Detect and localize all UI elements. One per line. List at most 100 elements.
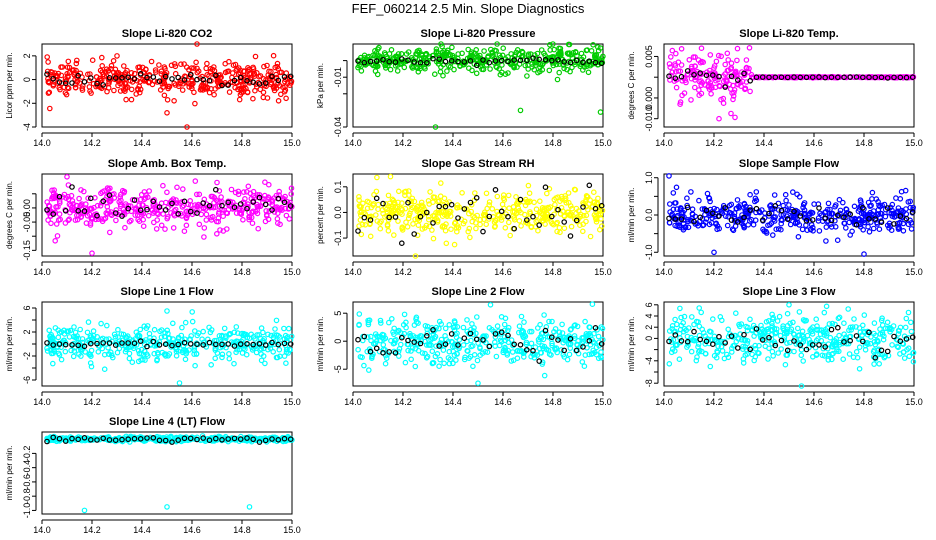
data-point — [732, 332, 739, 339]
data-point — [486, 216, 492, 222]
data-point-black — [225, 82, 232, 88]
data-point — [64, 73, 71, 79]
data-point-black — [859, 338, 866, 345]
data-point — [382, 51, 389, 58]
data-point-black — [517, 196, 524, 203]
data-point-black — [200, 435, 207, 441]
data-point — [473, 330, 479, 337]
data-point — [775, 226, 782, 232]
data-point — [179, 324, 185, 331]
data-point — [79, 85, 85, 92]
data-point-black — [275, 195, 282, 202]
data-point — [698, 90, 705, 97]
data-point — [473, 70, 480, 77]
data-point-black — [219, 436, 225, 443]
data-point — [461, 356, 468, 363]
data-point — [367, 233, 374, 240]
data-point — [680, 225, 686, 231]
x-tick-label: 14.4 — [133, 397, 151, 407]
x-tick-label: 14.6 — [494, 138, 512, 148]
x-tick-label: 14.6 — [183, 525, 201, 535]
data-point — [535, 69, 541, 76]
data-point — [362, 222, 369, 228]
data-point — [87, 222, 94, 228]
data-point — [226, 355, 233, 362]
x-tick-label: 14.8 — [855, 138, 873, 148]
data-point — [773, 326, 780, 332]
data-point-black — [144, 74, 150, 81]
data-point — [425, 198, 432, 204]
data-point — [747, 316, 753, 323]
data-point — [722, 61, 729, 68]
data-point-black — [573, 347, 580, 354]
data-point — [189, 77, 195, 83]
plot-frame — [41, 431, 293, 515]
data-point — [724, 50, 731, 57]
data-point — [724, 222, 731, 229]
data-point — [759, 331, 766, 338]
data-point-black — [256, 340, 263, 347]
data-point — [123, 96, 129, 103]
data-point — [508, 358, 515, 364]
data-point — [276, 346, 283, 353]
data-point — [277, 91, 284, 98]
data-point — [176, 81, 182, 87]
data-point — [823, 224, 830, 230]
data-point — [431, 71, 438, 78]
data-point-black — [486, 343, 493, 350]
data-point — [208, 193, 215, 200]
data-point-black — [100, 82, 107, 88]
data-point — [249, 220, 256, 227]
y-tick-label: 0 — [22, 77, 32, 82]
data-point-black — [44, 340, 50, 346]
data-point — [368, 214, 374, 220]
data-point — [518, 223, 524, 229]
data-point — [594, 199, 601, 206]
data-point-black — [467, 58, 474, 64]
data-point — [527, 328, 533, 335]
data-point-black — [473, 62, 480, 69]
data-point-black — [287, 203, 294, 209]
data-point — [856, 344, 863, 351]
data-point — [800, 204, 806, 211]
data-point-black — [486, 59, 493, 66]
data-point-black — [859, 205, 866, 211]
data-point-black — [791, 74, 797, 80]
data-point-black — [822, 215, 829, 221]
data-point — [905, 309, 912, 316]
data-point — [567, 203, 574, 209]
data-point — [725, 57, 732, 63]
data-point — [879, 322, 886, 328]
data-point-black — [287, 73, 294, 80]
data-point — [81, 507, 88, 514]
data-point-black — [791, 338, 797, 344]
data-point-black — [262, 201, 269, 208]
data-point — [804, 227, 811, 234]
data-point — [543, 190, 550, 197]
data-point — [574, 323, 581, 330]
data-point — [222, 69, 229, 76]
data-point-black — [753, 74, 760, 81]
data-point — [365, 367, 372, 373]
data-point — [578, 56, 585, 63]
data-point — [377, 225, 384, 232]
data-point — [106, 80, 112, 87]
data-point — [787, 221, 794, 228]
data-point — [56, 211, 63, 217]
data-point — [101, 366, 108, 373]
data-point — [724, 67, 731, 74]
x-tick-label: 14.0 — [655, 267, 673, 277]
data-point — [117, 88, 124, 94]
data-point — [505, 324, 512, 331]
data-point-black — [498, 329, 505, 336]
data-point — [412, 253, 419, 259]
data-point — [593, 344, 600, 351]
data-point — [220, 213, 227, 220]
data-point — [801, 210, 808, 217]
y-axis-label: ml/min per min. — [5, 446, 14, 501]
data-point — [241, 68, 247, 75]
data-point-black — [219, 202, 225, 209]
y-axis-label: ml/min per min. — [316, 317, 325, 372]
y-tick-label: 2 — [644, 325, 654, 330]
